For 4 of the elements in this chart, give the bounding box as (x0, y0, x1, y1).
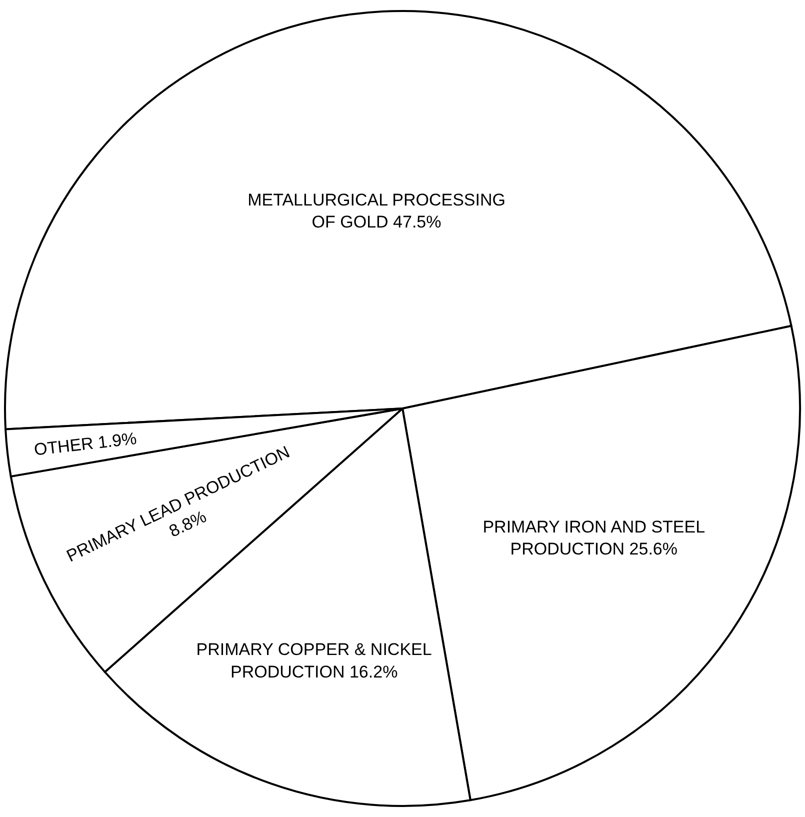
slice-label: PRIMARY COPPER & NICKEL PRODUCTION 16.2% (196, 640, 432, 682)
slice-label: OTHER 1.9% (33, 428, 138, 460)
slice-label: PRIMARY IRON AND STEEL PRODUCTION 25.6% (482, 517, 706, 559)
slice-label: METALLURGICAL PROCESSING OF GOLD 47.5% (248, 190, 506, 232)
